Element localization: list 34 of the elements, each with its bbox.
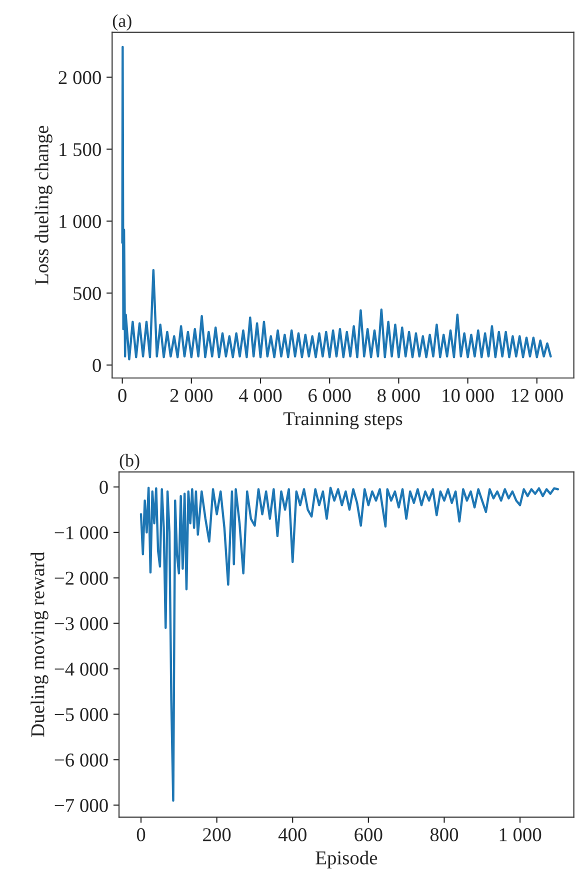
x-tick-label: 1 000	[500, 828, 542, 842]
x-tick-label: 800	[430, 828, 458, 842]
line-series	[121, 46, 552, 360]
y-tick-label: −2 000	[54, 572, 108, 585]
line-series	[140, 486, 560, 802]
x-tick-label: 10 000	[442, 388, 494, 402]
x-tick-label: 600	[354, 828, 382, 842]
x-tick-label: 400	[278, 828, 306, 842]
x-tick-label: 0	[118, 388, 126, 402]
y-tick-label: 1 000	[60, 214, 101, 228]
x-tick-label: 200	[203, 828, 231, 842]
x-axis-title: Episode	[316, 850, 378, 868]
y-tick-label: −4 000	[54, 662, 108, 676]
y-tick-label: −6 000	[54, 754, 108, 767]
x-tick-label: 0	[136, 828, 146, 842]
x-tick-label: 12 000	[512, 388, 563, 402]
y-tick-label: −7 000	[54, 798, 108, 812]
y-axis-title: Dueling moving reward	[30, 552, 48, 737]
chart-title: (a)	[112, 14, 132, 31]
y-tick-label: 0	[100, 480, 108, 494]
y-tick-label: 0	[92, 358, 101, 372]
y-axis-title: Loss dueling change	[34, 126, 52, 285]
x-axis-title: Trainning steps	[283, 412, 402, 430]
y-tick-label: 2 000	[58, 71, 101, 84]
x-tick-label: 6 000	[308, 388, 351, 402]
y-tick-label: 1 500	[60, 143, 101, 156]
y-tick-label: −5 000	[54, 708, 108, 722]
y-tick-label: −1 000	[54, 526, 108, 540]
y-tick-label: −3 000	[54, 617, 108, 630]
x-tick-label: 4 000	[239, 388, 282, 402]
x-tick-label: 2 000	[170, 388, 213, 402]
y-tick-label: 500	[74, 286, 101, 300]
chart-title: (b)	[120, 454, 140, 470]
x-tick-label: 8 000	[378, 388, 420, 402]
